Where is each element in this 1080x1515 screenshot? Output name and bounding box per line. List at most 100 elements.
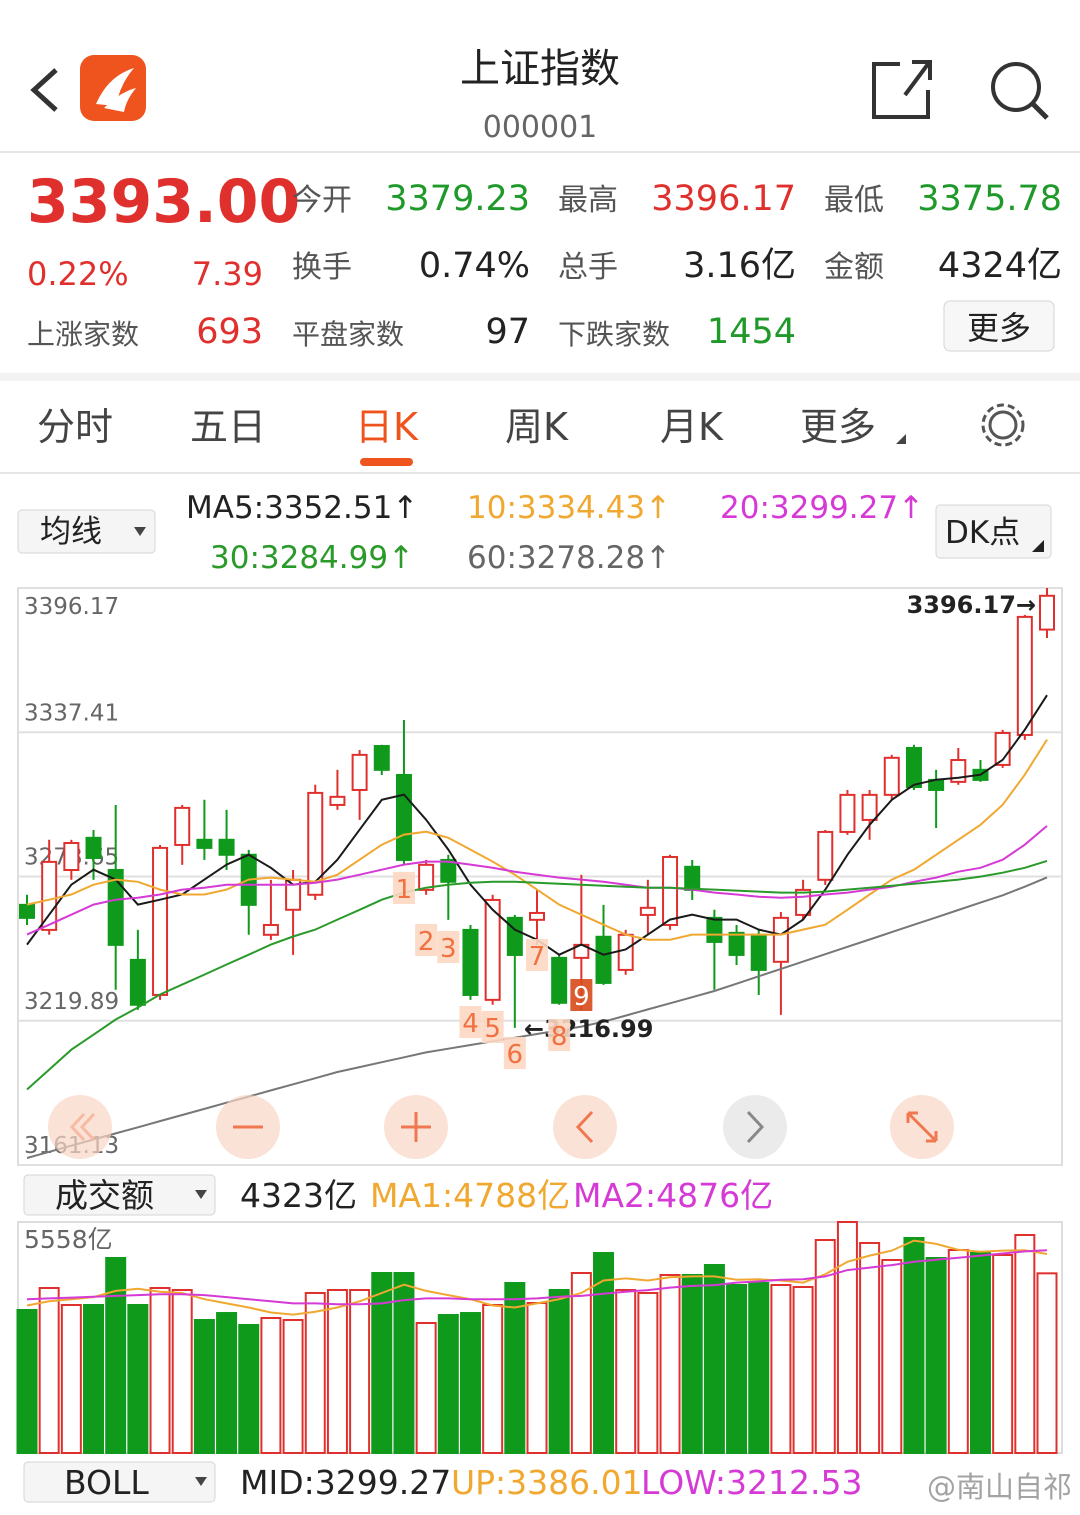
candle-body xyxy=(1016,615,1033,736)
volume-selector[interactable] xyxy=(23,1174,216,1216)
candle-body xyxy=(1039,594,1055,631)
volume-bar xyxy=(415,1321,437,1455)
volume-bar xyxy=(615,1288,637,1455)
tab[interactable]: 周K xyxy=(505,405,569,449)
count-label-bg xyxy=(392,872,415,904)
ma-label: 60:3278.28↑ xyxy=(467,540,671,576)
volume-bar xyxy=(881,1258,903,1455)
dropdown-triangle xyxy=(195,1190,207,1199)
ma-selector[interactable] xyxy=(17,509,156,554)
volume-bar xyxy=(903,1237,925,1454)
count-label-bg xyxy=(437,931,460,963)
volume-bar xyxy=(792,1286,814,1455)
candle-body xyxy=(728,931,745,956)
moving-average-line xyxy=(26,859,1048,1091)
stat-label: 换手 xyxy=(292,250,352,285)
watermark: @南山自祁 xyxy=(927,1470,1072,1504)
boll-selector-label: BOLL xyxy=(64,1463,149,1502)
dropdown-triangle xyxy=(134,527,146,536)
volume-selector-label: 成交额 xyxy=(55,1176,154,1215)
count-label-bg xyxy=(548,1019,571,1051)
tab-active[interactable]: 日K xyxy=(355,405,419,449)
candle-body xyxy=(152,846,169,996)
volume-bar xyxy=(437,1314,459,1455)
volume-label: MA2:4876亿 xyxy=(573,1176,773,1215)
candle-body xyxy=(174,806,191,846)
volume-bar xyxy=(659,1273,681,1455)
volume-bar xyxy=(105,1256,127,1454)
moving-average-line xyxy=(26,825,1048,936)
count-label: 9 xyxy=(573,982,590,1012)
volume-bar xyxy=(304,1291,326,1455)
candle-body xyxy=(262,923,279,936)
tab-underline xyxy=(360,458,413,466)
candle-body xyxy=(595,935,612,984)
last-price: 3393.00 xyxy=(27,167,300,237)
more-button[interactable] xyxy=(943,300,1055,352)
volume-bar xyxy=(748,1282,770,1454)
volume-bar xyxy=(703,1264,725,1454)
volume-bar xyxy=(859,1241,881,1454)
volume-bar xyxy=(726,1284,748,1455)
candle-body xyxy=(839,793,856,833)
volume-bar xyxy=(349,1288,371,1455)
moving-average-line xyxy=(26,876,1048,1159)
count-label-bg xyxy=(526,939,548,971)
previous-button[interactable] xyxy=(553,1095,617,1159)
settings-button[interactable] xyxy=(988,410,1018,440)
search-handle xyxy=(1031,102,1049,120)
dk-button[interactable] xyxy=(935,504,1052,559)
search-button[interactable] xyxy=(991,62,1041,112)
candle-body xyxy=(63,841,80,871)
candle-body xyxy=(484,898,501,1001)
y-tick-label: 3396.17 xyxy=(24,594,119,620)
stat-label: 最高 xyxy=(558,183,618,218)
candle-body xyxy=(506,916,523,956)
volume-bar xyxy=(149,1287,171,1454)
volume-ma-line xyxy=(26,1239,1048,1316)
volume-bar xyxy=(260,1317,282,1455)
count-label-bg xyxy=(415,924,438,956)
count-label: 4 xyxy=(462,1009,479,1039)
stat-value: 3.16亿 xyxy=(683,246,796,286)
volume-bar xyxy=(504,1282,526,1454)
candle-body xyxy=(107,868,124,946)
volume-bar xyxy=(814,1238,836,1454)
volume-bar xyxy=(482,1303,504,1455)
ma-label: 10:3334.43↑ xyxy=(467,490,671,526)
tab[interactable]: 五日 xyxy=(190,405,266,449)
tab[interactable]: 分时 xyxy=(37,405,113,449)
volume-bar xyxy=(770,1284,792,1455)
ma-label: 30:3284.99↑ xyxy=(210,540,414,576)
volume-bar xyxy=(681,1273,703,1455)
candle-body xyxy=(817,830,834,881)
boll-selector[interactable] xyxy=(23,1461,216,1503)
count-label: 8 xyxy=(551,1022,568,1052)
next-button[interactable] xyxy=(723,1095,787,1159)
candle-body xyxy=(883,756,900,796)
candle-body xyxy=(750,933,767,971)
volume-bar xyxy=(83,1303,105,1455)
volume-bar xyxy=(171,1288,193,1455)
volume-bar xyxy=(127,1303,149,1455)
stat-label: 最低 xyxy=(824,183,884,218)
volume-bar xyxy=(992,1254,1014,1454)
back-button[interactable] xyxy=(30,68,58,112)
y-tick-label: 3219.89 xyxy=(24,989,119,1015)
ma-label: 20:3299.27↑ xyxy=(720,490,924,526)
stock-code: 000001 xyxy=(483,110,598,145)
tab[interactable]: 更多 xyxy=(800,405,876,449)
stat-label: 今开 xyxy=(292,183,352,218)
stat-label: 上涨家数 xyxy=(27,318,139,351)
count-label: 7 xyxy=(529,942,546,972)
boll-label: MID:3299.27 xyxy=(240,1463,451,1502)
candle-body xyxy=(684,865,701,891)
tab[interactable]: 月K xyxy=(660,405,724,449)
stat-value: 693 xyxy=(196,312,263,352)
share-button[interactable] xyxy=(872,60,932,119)
rewind-button[interactable] xyxy=(48,1095,112,1159)
stat-value: 1454 xyxy=(707,312,796,352)
volume-bar xyxy=(969,1252,991,1454)
change-percent: 0.22% xyxy=(27,255,129,293)
